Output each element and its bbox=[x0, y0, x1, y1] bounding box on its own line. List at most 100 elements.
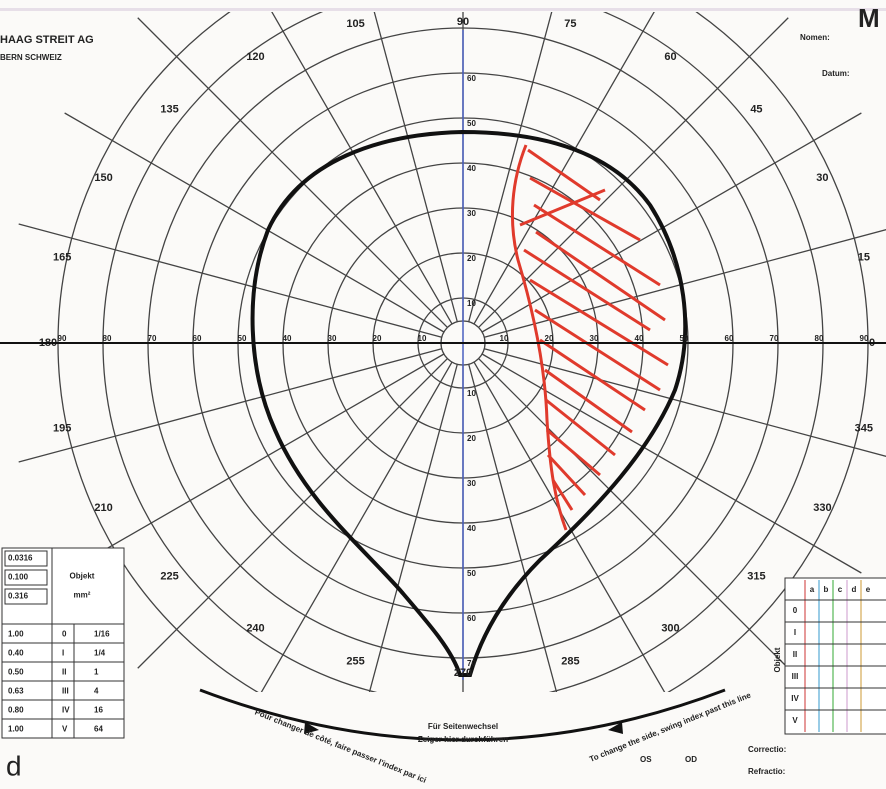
table-value: 0 bbox=[62, 630, 67, 639]
radial-label: 50 bbox=[680, 334, 689, 343]
angle-label: 15 bbox=[858, 251, 870, 263]
radial-label: 50 bbox=[467, 569, 476, 578]
german-note-2: Zeiger hier durchführen bbox=[418, 735, 508, 744]
meridian bbox=[137, 17, 448, 328]
radial-label: 10 bbox=[418, 334, 427, 343]
meridian bbox=[64, 353, 445, 574]
angle-label: 240 bbox=[246, 623, 264, 635]
meridian bbox=[481, 112, 862, 333]
date-label: Datum: bbox=[822, 69, 850, 78]
meridian bbox=[373, 12, 458, 322]
radial-label: 30 bbox=[467, 209, 476, 218]
corner-letter: M bbox=[858, 3, 880, 33]
radial-label: 30 bbox=[328, 334, 337, 343]
angle-label: 120 bbox=[246, 51, 264, 63]
radial-label: 20 bbox=[545, 334, 554, 343]
table-header: mm² bbox=[74, 591, 91, 600]
radial-label: 60 bbox=[725, 334, 734, 343]
radial-label: 80 bbox=[103, 334, 112, 343]
radial-label: 30 bbox=[590, 334, 599, 343]
radial-label: 20 bbox=[467, 434, 476, 443]
meridian bbox=[478, 358, 789, 669]
isopter bbox=[250, 129, 688, 677]
angle-label: 210 bbox=[94, 502, 112, 514]
brand: HAAG STREIT AG bbox=[0, 34, 94, 46]
grid-frame bbox=[784, 577, 886, 735]
grid-col: c bbox=[838, 585, 843, 594]
table-value: I bbox=[62, 649, 64, 658]
angle-label: 105 bbox=[346, 18, 364, 30]
angle-label: 45 bbox=[750, 104, 762, 116]
grid-col: e bbox=[866, 585, 871, 594]
grid-row: III bbox=[792, 672, 799, 681]
meridian bbox=[484, 228, 886, 338]
angle-label: 315 bbox=[747, 570, 765, 582]
table-value: 0.50 bbox=[8, 668, 24, 677]
od: OD bbox=[685, 755, 697, 764]
radial-label: 70 bbox=[148, 334, 157, 343]
table-value: 0.80 bbox=[8, 706, 24, 715]
table-value: 1 bbox=[94, 668, 99, 677]
radial-label: 90 bbox=[860, 334, 869, 343]
meridian bbox=[137, 358, 448, 669]
angle-label: 225 bbox=[160, 570, 178, 582]
radial-label: 60 bbox=[193, 334, 202, 343]
table-value: 64 bbox=[94, 725, 103, 734]
radial-label: 10 bbox=[467, 389, 476, 398]
angle-label: 60 bbox=[664, 51, 676, 63]
grid-col: a bbox=[810, 585, 815, 594]
table-value: 1.00 bbox=[8, 725, 24, 734]
angle-label: 345 bbox=[855, 422, 873, 434]
table-value: 0.63 bbox=[8, 687, 24, 696]
radial-label: 90 bbox=[58, 334, 67, 343]
refractio: Refractio: bbox=[748, 767, 785, 776]
meridian bbox=[368, 364, 458, 692]
grid-row: 0 bbox=[793, 606, 798, 615]
radial-label: 80 bbox=[815, 334, 824, 343]
panel-label: d bbox=[6, 750, 22, 781]
radial-label: 40 bbox=[467, 164, 476, 173]
table-value: 0.316 bbox=[8, 592, 29, 601]
stimulus-table: 0.0316 0.100 0.316 Objekt mm² 1.00 0 1/16 0.40 I 1… bbox=[1, 547, 125, 739]
grid-col: d bbox=[852, 585, 857, 594]
angle-label: 195 bbox=[53, 422, 71, 434]
angle-label: 30 bbox=[816, 172, 828, 184]
table-value: 0.0316 bbox=[8, 554, 33, 563]
grid-col: b bbox=[824, 585, 829, 594]
scotoma-hatching bbox=[510, 144, 669, 531]
grid-row: II bbox=[793, 650, 797, 659]
grid-row: I bbox=[794, 628, 796, 637]
table-value: IV bbox=[62, 706, 70, 715]
meridian bbox=[18, 223, 442, 338]
table-value: 4 bbox=[94, 687, 99, 696]
cell bbox=[4, 569, 48, 586]
radial-label: 30 bbox=[467, 479, 476, 488]
table-value: III bbox=[62, 687, 69, 696]
cell bbox=[4, 588, 48, 605]
table-header: Objekt bbox=[70, 572, 95, 581]
radial-label: 40 bbox=[467, 524, 476, 533]
grid-row: IV bbox=[791, 694, 799, 703]
angle-label: 75 bbox=[564, 18, 576, 30]
correctio: Correctio: bbox=[748, 745, 786, 754]
table-value: 0.40 bbox=[8, 649, 24, 658]
meridian bbox=[484, 348, 886, 458]
cell bbox=[4, 550, 48, 567]
angle-label: 330 bbox=[813, 502, 831, 514]
grid-title: Objekt bbox=[773, 647, 782, 672]
radial-label: 40 bbox=[635, 334, 644, 343]
radial-label: 50 bbox=[238, 334, 247, 343]
radial-label: 40 bbox=[283, 334, 292, 343]
table-value: 1.00 bbox=[8, 630, 24, 639]
side-change-arc bbox=[199, 688, 726, 742]
radial-label: 60 bbox=[467, 74, 476, 83]
meridian bbox=[478, 17, 789, 328]
radial-label: 70 bbox=[467, 659, 476, 668]
table-value: II bbox=[62, 668, 66, 677]
angle-label: 255 bbox=[346, 656, 364, 668]
name-label: Nomen: bbox=[800, 33, 830, 42]
angle-label: 165 bbox=[53, 251, 71, 263]
